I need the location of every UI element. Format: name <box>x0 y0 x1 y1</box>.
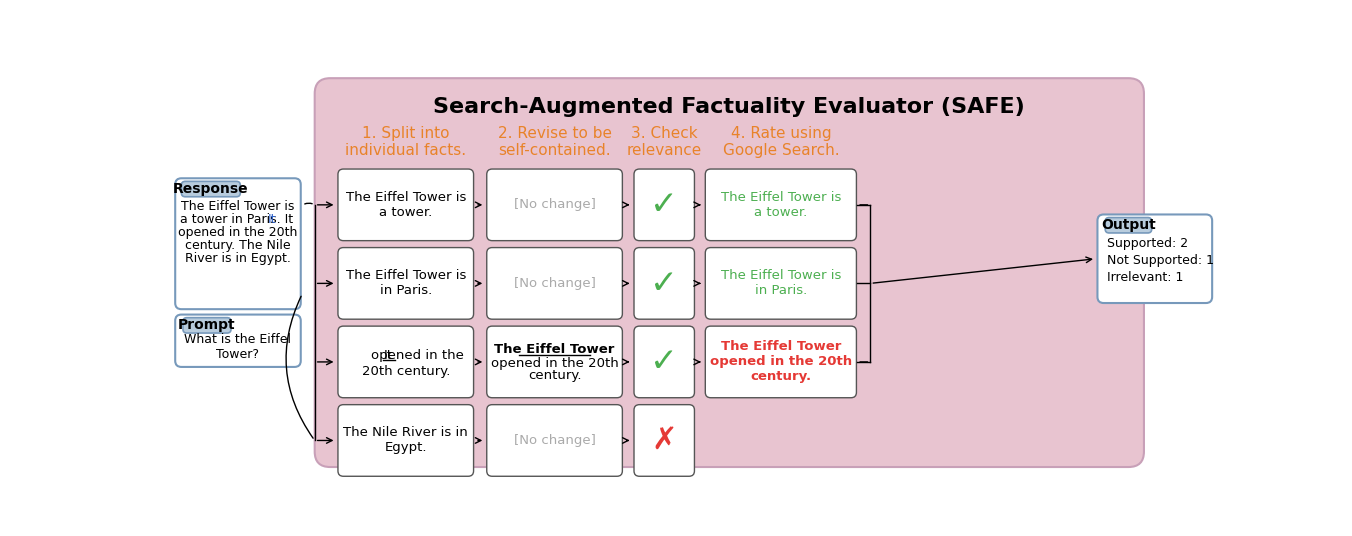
FancyBboxPatch shape <box>338 169 473 241</box>
Text: ✓: ✓ <box>650 188 679 221</box>
FancyBboxPatch shape <box>338 326 473 398</box>
Text: Not Supported: 1: Not Supported: 1 <box>1107 254 1214 267</box>
Text: Supported: 2: Supported: 2 <box>1107 237 1188 250</box>
FancyBboxPatch shape <box>634 169 695 241</box>
FancyBboxPatch shape <box>487 405 622 477</box>
Text: The Eiffel Tower is
in Paris.: The Eiffel Tower is in Paris. <box>721 270 841 297</box>
FancyBboxPatch shape <box>1098 214 1213 303</box>
Text: [No change]: [No change] <box>514 198 595 211</box>
Text: 20th century.: 20th century. <box>361 364 450 378</box>
FancyBboxPatch shape <box>176 178 300 309</box>
FancyBboxPatch shape <box>487 169 622 241</box>
Text: Output: Output <box>1101 218 1156 232</box>
Text: It: It <box>384 349 393 362</box>
Text: opened in the 20th: opened in the 20th <box>178 226 297 239</box>
FancyBboxPatch shape <box>634 405 695 477</box>
Text: ✓: ✓ <box>650 345 679 378</box>
FancyBboxPatch shape <box>634 326 695 398</box>
Text: ✓: ✓ <box>650 267 679 300</box>
Text: The Nile River is in
Egypt.: The Nile River is in Egypt. <box>343 427 468 455</box>
Text: 2. Revise to be
self-contained.: 2. Revise to be self-contained. <box>498 126 611 158</box>
Text: Prompt: Prompt <box>178 318 235 332</box>
FancyBboxPatch shape <box>487 326 622 398</box>
Text: [No change]: [No change] <box>514 277 595 290</box>
Text: It: It <box>268 213 276 226</box>
Text: century.: century. <box>527 369 581 382</box>
Text: What is the Eiffel
Tower?: What is the Eiffel Tower? <box>184 333 292 361</box>
Text: 1. Split into
individual facts.: 1. Split into individual facts. <box>345 126 466 158</box>
Text: 4. Rate using
Google Search.: 4. Rate using Google Search. <box>722 126 840 158</box>
FancyBboxPatch shape <box>315 78 1144 467</box>
Text: opened in the 20th: opened in the 20th <box>491 357 618 370</box>
Text: Irrelevant: 1: Irrelevant: 1 <box>1107 271 1183 284</box>
FancyBboxPatch shape <box>181 181 241 197</box>
Text: The Eiffel Tower is
a tower.: The Eiffel Tower is a tower. <box>721 191 841 219</box>
Text: a tower in Paris. It: a tower in Paris. It <box>180 213 293 226</box>
FancyBboxPatch shape <box>706 326 856 398</box>
Text: The Eiffel Tower is: The Eiffel Tower is <box>181 199 295 212</box>
Text: Search-Augmented Factuality Evaluator (SAFE): Search-Augmented Factuality Evaluator (S… <box>434 98 1025 117</box>
Text: The Eiffel Tower is
a tower.: The Eiffel Tower is a tower. <box>346 191 466 219</box>
FancyBboxPatch shape <box>487 248 622 319</box>
FancyBboxPatch shape <box>1105 218 1152 233</box>
FancyBboxPatch shape <box>338 248 473 319</box>
FancyBboxPatch shape <box>176 315 300 367</box>
FancyBboxPatch shape <box>634 248 695 319</box>
Text: century. The Nile: century. The Nile <box>185 239 291 252</box>
Text: [No change]: [No change] <box>514 434 595 447</box>
FancyBboxPatch shape <box>706 248 856 319</box>
Text: The Eiffel Tower
opened in the 20th
century.: The Eiffel Tower opened in the 20th cent… <box>710 340 852 383</box>
Text: The Eiffel Tower is
in Paris.: The Eiffel Tower is in Paris. <box>346 270 466 297</box>
Text: The Eiffel Tower: The Eiffel Tower <box>495 343 615 356</box>
Text: Response: Response <box>173 182 249 196</box>
FancyBboxPatch shape <box>183 318 231 333</box>
Text: ✗: ✗ <box>652 426 677 455</box>
FancyBboxPatch shape <box>706 169 856 241</box>
Text: 3. Check
relevance: 3. Check relevance <box>626 126 702 158</box>
Text: River is in Egypt.: River is in Egypt. <box>185 252 291 265</box>
FancyBboxPatch shape <box>338 405 473 477</box>
Text: opened in the: opened in the <box>370 349 464 362</box>
